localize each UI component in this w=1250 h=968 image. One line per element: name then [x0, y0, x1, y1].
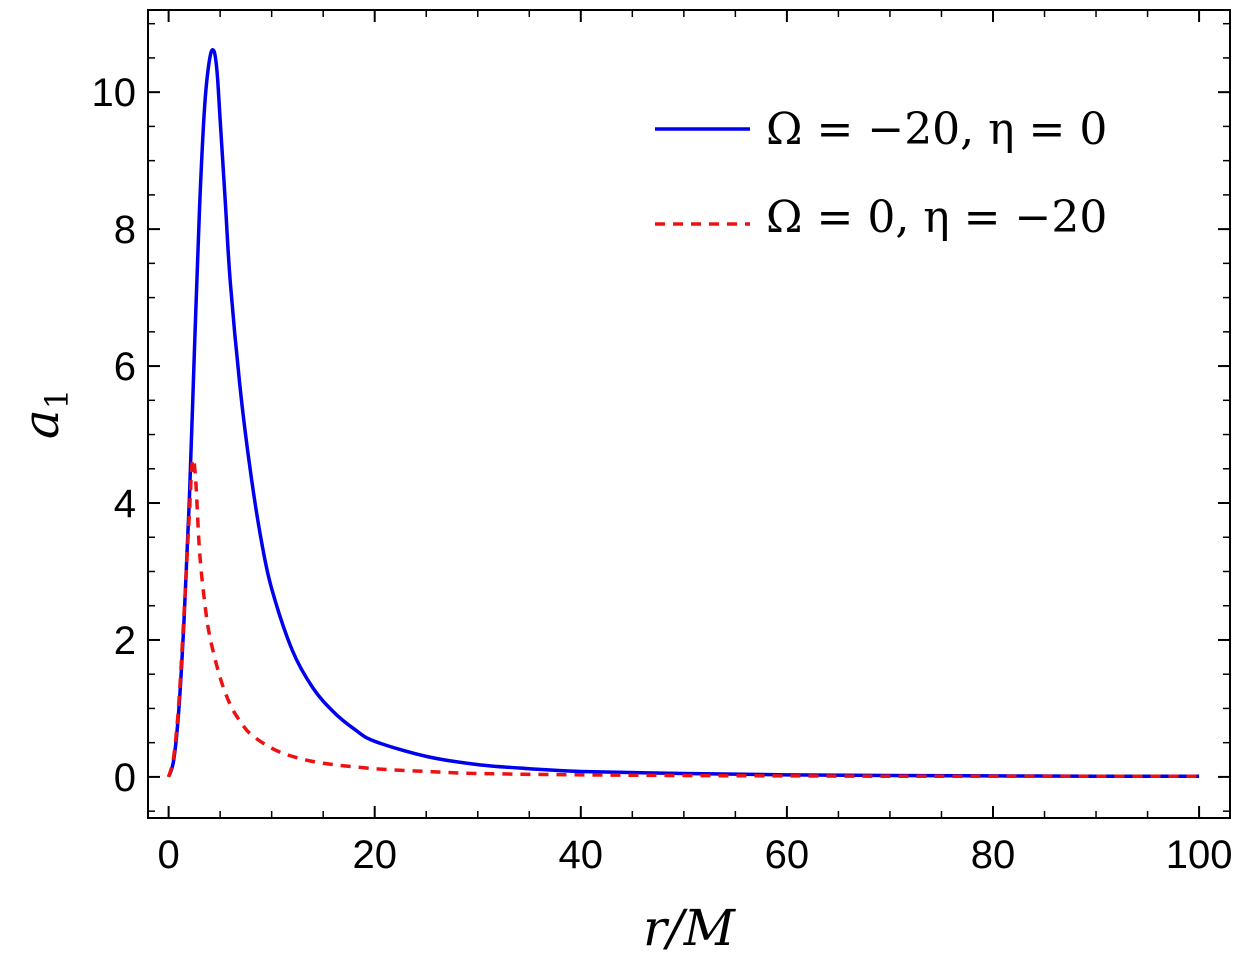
y-tick-label: 2 — [114, 619, 136, 663]
y-tick-label: 0 — [114, 756, 136, 800]
series-line-2 — [166, 457, 1200, 779]
legend-label-series-1: Ω = −20, η = 0 — [766, 104, 1107, 155]
series-layer — [166, 48, 1200, 779]
y-tick-label: 6 — [114, 345, 136, 389]
x-tick-label: 40 — [559, 833, 604, 877]
plot-frame — [147, 9, 1231, 819]
x-tick-label: 100 — [1166, 833, 1233, 877]
legend: Ω = −20, η = 0 Ω = 0, η = −20 — [655, 104, 1107, 243]
x-axis-label: r/M — [643, 899, 737, 957]
y-tick-label: 4 — [114, 482, 136, 526]
y-axis-label: a1 — [12, 389, 76, 439]
legend-label-series-2: Ω = 0, η = −20 — [766, 192, 1107, 243]
y-tick-label: 10 — [92, 71, 137, 115]
x-tick-labels: 0 20 40 60 80 100 — [157, 833, 1232, 877]
x-tick-label: 20 — [352, 833, 397, 877]
y-axis-label-main: a — [12, 409, 70, 439]
series-line-1 — [166, 48, 1200, 779]
x-tick-label: 60 — [765, 833, 810, 877]
svg-text:a1: a1 — [12, 389, 76, 439]
y-tick-label: 8 — [114, 208, 136, 252]
x-tick-label: 0 — [157, 833, 179, 877]
axis-ticks — [148, 10, 1230, 818]
x-tick-label: 80 — [971, 833, 1016, 877]
y-axis-label-subscript: 1 — [38, 389, 76, 409]
y-tick-labels: 0 2 4 6 8 10 — [92, 71, 137, 800]
